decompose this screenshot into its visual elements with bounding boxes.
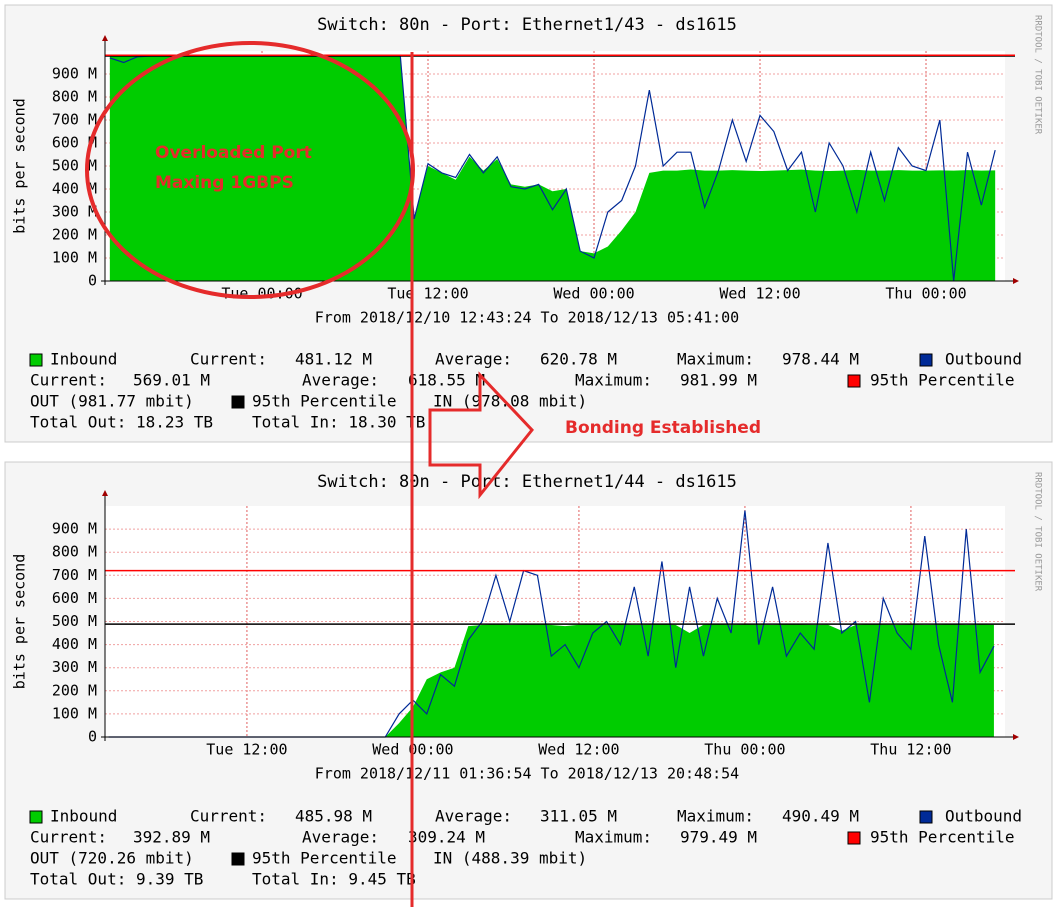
legend-swatch [847,831,861,845]
y-axis-title: bits per second [11,98,29,233]
y-tick-label: 700 M [52,111,97,129]
watermark: RRDTOOL / TOBI OETIKER [1033,15,1043,135]
annotation-overlay: Overloaded Port Maxing 1GBPS Bonding Est… [85,41,761,907]
y-tick-label: 100 M [52,249,97,267]
legend-text: IN (488.39 mbit) [433,849,587,868]
legend-label: 95th Percentile [252,849,397,868]
legend-text: Average: [302,828,379,847]
chart-title: Switch: 80n - Port: Ethernet1/44 - ds161… [317,472,737,492]
arrow [428,371,534,500]
legend-label: Inbound [50,807,117,826]
legend-text: IN (978.08 mbit) [433,392,587,411]
y-tick-label: 200 M [52,226,97,244]
legend-text: Total In: 9.45 TB [252,870,416,889]
legend-text: Maximum: [677,807,754,826]
y-axis-arrow [102,35,108,41]
x-tick-label: Tue 12:00 [387,285,468,303]
legend-text: Total Out: 18.23 TB [30,413,213,432]
y-axis-title: bits per second [11,554,29,689]
y-tick-label: 900 M [52,520,97,538]
legend-text: Total Out: 9.39 TB [30,870,203,889]
legend-swatch [919,810,933,824]
annotation: Overloaded Port [155,143,312,163]
y-tick-label: 800 M [52,88,97,106]
legend-label: Inbound [50,350,117,369]
legend-swatch [231,852,245,866]
y-tick-label: 500 M [52,157,97,175]
chart-title: Switch: 80n - Port: Ethernet1/43 - ds161… [317,15,737,35]
legend-label: Outbound [945,350,1022,369]
legend-text: Average: [435,807,512,826]
watermark: RRDTOOL / TOBI OETIKER [1033,472,1043,592]
legend-swatch [847,374,861,388]
legend-text: Current: [30,828,107,847]
legend-text: 978.44 M [782,350,859,369]
legend-text: 481.12 M [295,350,372,369]
y-tick-label: 0 [88,728,97,746]
legend-swatch [29,353,43,367]
legend-label: Outbound [945,807,1022,826]
legend-text: 392.89 M [133,828,210,847]
legend-text: 981.99 M [680,371,757,390]
annotation: Maxing 1GBPS [155,173,294,193]
y-tick-label: 400 M [52,180,97,198]
x-axis-arrow [1013,278,1019,284]
legend-swatch [231,395,245,409]
legend-text: OUT (981.77 mbit) [30,392,194,411]
x-tick-label: Thu 12:00 [870,741,951,759]
legend-text: Total In: 18.30 TB [252,413,425,432]
legend-text: OUT (720.26 mbit) [30,849,194,868]
legend-label: 95th Percentile [252,392,397,411]
inbound-area [108,623,994,737]
legend-swatch [29,810,43,824]
legend-text: 490.49 M [782,807,859,826]
y-tick-label: 200 M [52,681,97,699]
legend-swatch [919,353,933,367]
y-tick-label: 600 M [52,589,97,607]
y-tick-label: 300 M [52,658,97,676]
y-tick-label: 600 M [52,134,97,152]
x-axis-title: From 2018/12/10 12:43:24 To 2018/12/13 0… [315,309,739,327]
annotation: Bonding Established [565,418,761,438]
legend-label: 95th Percentile [870,828,1015,847]
x-tick-label: Thu 00:00 [885,285,966,303]
legend-text: Average: [435,350,512,369]
x-tick-label: Wed 12:00 [538,741,619,759]
legend-label: 95th Percentile [870,371,1015,390]
y-tick-label: 800 M [52,543,97,561]
inbound-area [109,56,996,282]
charts: Switch: 80n - Port: Ethernet1/43 - ds161… [4,4,1053,900]
x-tick-label: Wed 00:00 [553,285,634,303]
legend-text: 979.49 M [680,828,757,847]
y-tick-label: 400 M [52,635,97,653]
legend-text: Maximum: [575,828,652,847]
legend-text: Average: [302,371,379,390]
legend-text: Current: [30,371,107,390]
y-tick-label: 300 M [52,203,97,221]
x-axis-title: From 2018/12/11 01:36:54 To 2018/12/13 2… [315,765,739,783]
legend-text: 569.01 M [133,371,210,390]
x-tick-label: Tue 12:00 [206,741,287,759]
legend-text: 618.55 M [408,371,485,390]
x-axis-arrow [1013,734,1019,740]
y-tick-label: 100 M [52,704,97,722]
legend-text: 309.24 M [408,828,485,847]
legend-text: Maximum: [677,350,754,369]
legend-text: 485.98 M [295,807,372,826]
legend-text: 620.78 M [540,350,617,369]
x-tick-label: Thu 00:00 [704,741,785,759]
legend-text: Current: [190,350,267,369]
x-tick-label: Wed 12:00 [719,285,800,303]
y-tick-label: 0 [88,272,97,290]
y-tick-label: 500 M [52,612,97,630]
y-tick-label: 900 M [52,65,97,83]
legend-text: Maximum: [575,371,652,390]
legend-text: Current: [190,807,267,826]
y-tick-label: 700 M [52,566,97,584]
y-axis-arrow [102,490,108,496]
legend-text: 311.05 M [540,807,617,826]
